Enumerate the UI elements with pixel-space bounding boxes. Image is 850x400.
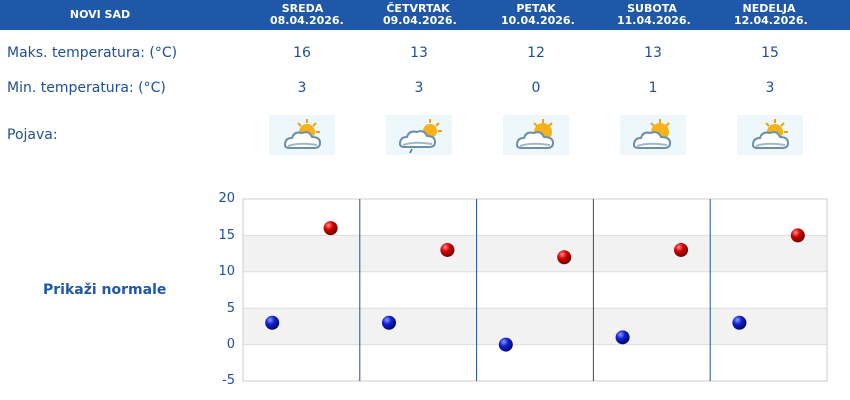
day-header-4: NEDELJA 12.04.2026.: [734, 0, 808, 33]
max-temp-value: 15: [761, 45, 779, 61]
phenomenon-label: Pojava:: [7, 127, 58, 143]
day-header-2: PETAK 10.04.2026.: [501, 0, 575, 33]
city-name: NOVI SAD: [69, 8, 131, 21]
min-temp-value: 3: [414, 80, 424, 96]
partly-cloudy-sun-icon: [503, 115, 569, 155]
max-temp-value: 12: [527, 45, 545, 61]
forecast-header: NOVI SAD SREDA 08.04.2026. ČETVRTAK 09.0…: [0, 0, 850, 30]
y-tick-label: 0: [226, 337, 235, 352]
max-temp-label: Maks. temperatura: (°C): [7, 45, 178, 61]
day-name: SUBOTA: [627, 2, 677, 15]
max-temp-marker: [674, 242, 688, 257]
min-temp-marker: [498, 337, 513, 352]
show-normals-link[interactable]: Prikaži normale: [43, 282, 167, 298]
partly-cloudy-light-rain-icon: [386, 115, 452, 155]
min-temp-marker: [732, 315, 747, 330]
max-temp-value: 13: [644, 45, 662, 61]
day-header-1: ČETVRTAK 09.04.2026.: [383, 0, 457, 33]
y-tick-label: 15: [218, 228, 235, 243]
day-date: 11.04.2026.: [617, 14, 691, 27]
plot-border: [242, 198, 828, 382]
min-temp-value: 0: [531, 80, 541, 96]
min-temp-marker: [615, 330, 630, 345]
min-temp-value: 1: [648, 80, 658, 96]
max-temp-marker: [557, 250, 572, 265]
partly-cloudy-sun-icon: [737, 115, 803, 155]
day-name: PETAK: [516, 2, 556, 15]
partly-cloudy-sun-icon: [269, 115, 335, 155]
y-tick-label: 5: [226, 301, 235, 316]
max-temp-value: 16: [293, 45, 311, 61]
day-date: 12.04.2026.: [734, 14, 808, 27]
partly-cloudy-sun-icon: [620, 115, 686, 155]
day-name: NEDELJA: [742, 2, 796, 15]
max-temp-value: 13: [410, 45, 428, 61]
day-name: SREDA: [281, 2, 324, 15]
max-temp-marker: [790, 228, 805, 243]
day-header-0: SREDA 08.04.2026.: [270, 0, 344, 33]
min-temp-marker: [382, 315, 396, 330]
max-temp-marker: [440, 242, 455, 257]
grid-band: [243, 235, 827, 272]
day-date: 09.04.2026.: [383, 14, 457, 27]
min-temp-value: 3: [297, 80, 307, 96]
min-temp-label: Min. temperatura: (°C): [7, 80, 166, 96]
max-temp-marker: [323, 221, 338, 236]
y-tick-label: -5: [222, 373, 235, 388]
y-tick-label: 10: [218, 264, 235, 279]
day-header-3: SUBOTA 11.04.2026.: [617, 0, 691, 33]
min-temp-value: 3: [765, 80, 775, 96]
min-temp-marker: [265, 315, 280, 330]
y-tick-label: 20: [218, 191, 235, 206]
day-date: 08.04.2026.: [270, 14, 344, 27]
grid-band: [243, 308, 827, 345]
day-name: ČETVRTAK: [386, 2, 450, 15]
day-date: 10.04.2026.: [501, 14, 575, 27]
